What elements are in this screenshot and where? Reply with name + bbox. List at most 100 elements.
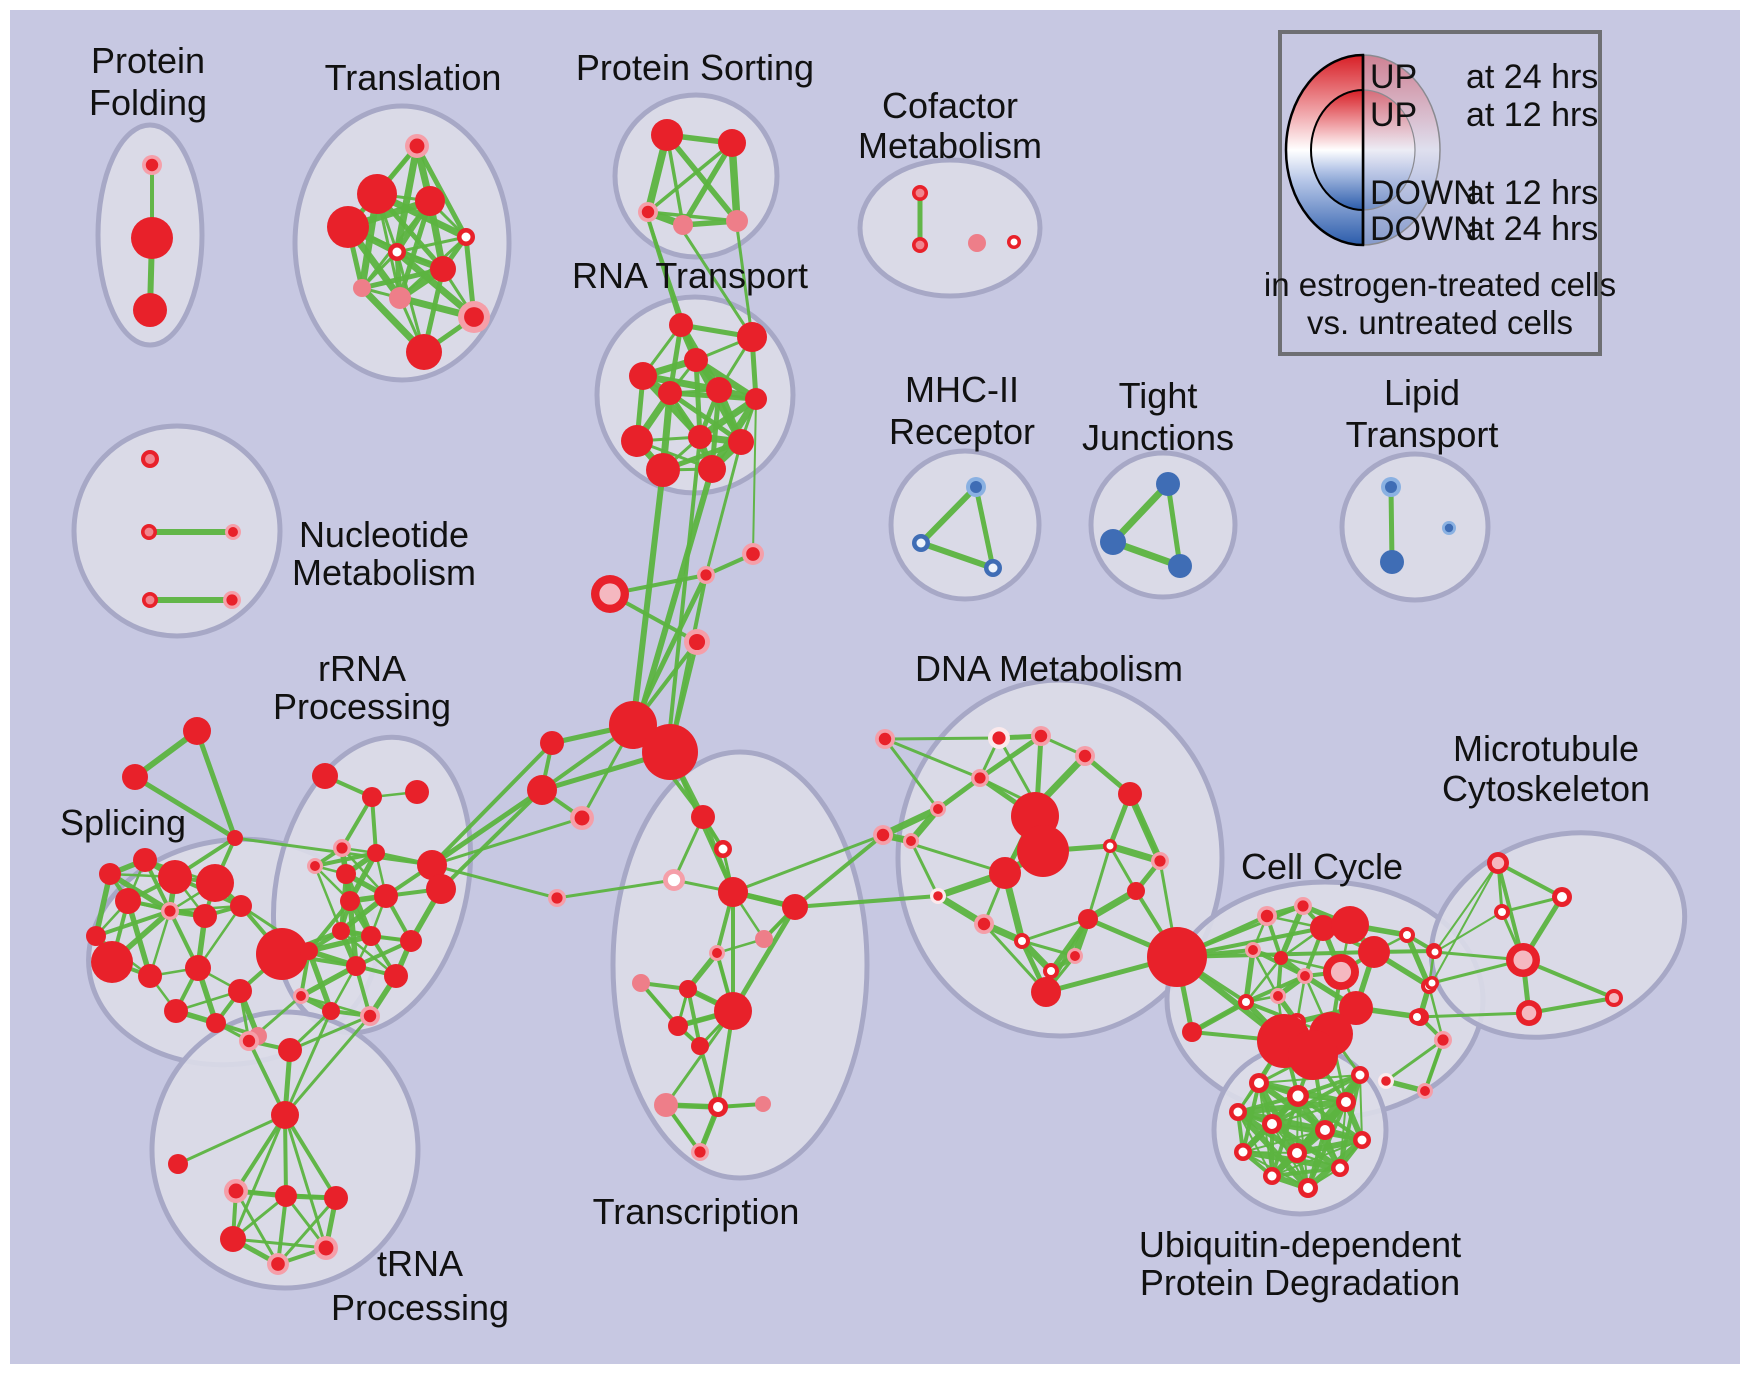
rrna-processing-node (332, 922, 350, 940)
microtubule-cytoskeleton-edge (1415, 1011, 1531, 1019)
rna-transport-node (669, 313, 693, 337)
translation-node-core (392, 247, 402, 257)
bridge-edge (634, 466, 715, 730)
trna-processing-node (168, 1154, 188, 1174)
bridge-edge (735, 225, 754, 339)
dna-metabolism-node-core (878, 732, 892, 746)
cofactor-metabolism-node-core (1010, 238, 1018, 246)
transcription-node (632, 974, 650, 992)
transcription-node (654, 1093, 678, 1117)
dna-metabolism-node-core (876, 828, 890, 842)
lipid-transport-node-core (1444, 523, 1454, 533)
mhc-ii-receptor-edge (918, 484, 979, 546)
rrna-processing-node-core (296, 991, 306, 1001)
mhc-ii-receptor-ellipse (888, 448, 1042, 602)
backbone-edge (132, 774, 238, 841)
cofactor-metabolism-node-core (915, 188, 925, 198)
rrna-processing-node (361, 926, 381, 946)
dna-metabolism-node-core (1018, 937, 1026, 945)
dna-metabolism-node-core (992, 731, 1006, 745)
backbone-edge (194, 728, 238, 841)
rrna-processing-edge (298, 963, 359, 999)
translation-node (430, 256, 456, 282)
splicing-node (256, 928, 308, 980)
transcription-node (718, 877, 748, 907)
microtubule-cytoskeleton-edge (1434, 862, 1499, 953)
transcription-node (782, 894, 808, 920)
transcription-node (714, 992, 752, 1030)
protein-folding-node (131, 217, 173, 259)
protein-sorting-edge (646, 141, 734, 214)
rrna-processing-node (384, 964, 408, 988)
trna-processing-edge (234, 1189, 280, 1266)
cell-cycle-node (1288, 1030, 1338, 1080)
mhc-ii-receptor-node-core (916, 538, 926, 548)
dna-metabolism-edge (909, 839, 940, 898)
rrna-processing-node-core (336, 842, 348, 854)
rrna-processing-edge (313, 851, 378, 868)
rna-transport-node (728, 429, 754, 455)
mhc-ii-receptor-edge (973, 484, 996, 571)
bridge-edge (283, 1014, 372, 1117)
backbone-node (609, 701, 657, 749)
rrna-processing-node-core (363, 1009, 377, 1023)
microtubule-cytoskeleton-node-core (1491, 856, 1505, 870)
translation-node (406, 334, 442, 370)
dna-metabolism-node (1031, 977, 1061, 1007)
mhc-ii-receptor-node-core (970, 481, 982, 493)
dna-metabolism-node (1118, 782, 1142, 806)
dna-metabolism-node-core (1047, 967, 1055, 975)
dna-metabolism-node-core (1154, 855, 1166, 867)
cofactor-metabolism-node (968, 234, 986, 252)
trna-processing-edge (276, 1194, 288, 1266)
legend-direction-1: UP (1370, 96, 1417, 134)
legend-gradient-circle (1362, 89, 1416, 211)
legend-direction-2: DOWN (1370, 174, 1478, 212)
cofactor-metabolism-node-core (915, 240, 925, 250)
transcription-edge (664, 1009, 735, 1107)
cofactor-metabolism-label: Cofactor Metabolism (858, 85, 1042, 166)
backbone-node-core (700, 569, 712, 581)
trna-processing-node (278, 1038, 302, 1062)
ubiquitin-degradation-node-core (1357, 1135, 1367, 1145)
microtubule-cytoskeleton-edge (1496, 861, 1564, 899)
cell-cycle-edge (1423, 1038, 1445, 1093)
dna-metabolism-node-core (977, 917, 991, 931)
dna-metabolism-edge (1126, 790, 1164, 865)
trna-processing-node (324, 1186, 348, 1210)
splicing-node (99, 863, 121, 885)
dna-metabolism-node-core (974, 772, 986, 784)
dna-metabolism-edge (982, 922, 1048, 994)
lipid-transport-node (1380, 550, 1404, 574)
rrna-processing-node (336, 864, 356, 884)
cell-cycle-node-core (1403, 931, 1411, 939)
translation-edge (359, 266, 446, 291)
rna-transport-node (706, 377, 732, 403)
dna-metabolism-edge (879, 805, 942, 839)
ubiquitin-degradation-node-core (1238, 1147, 1248, 1157)
cofactor-metabolism-ellipse (857, 157, 1043, 299)
translation-node (327, 206, 369, 248)
cell-cycle-edge (1404, 932, 1432, 989)
rrna-processing-node (426, 874, 456, 904)
rrna-processing-edge (306, 948, 334, 1014)
microtubule-cytoskeleton-node-core (1498, 908, 1506, 916)
splicing-node (164, 999, 188, 1023)
ubiquitin-degradation-edge (1270, 1073, 1362, 1126)
dna-metabolism-node-core (1070, 951, 1080, 961)
cell-cycle-node-core (1437, 1034, 1449, 1046)
cell-cycle-node (1358, 936, 1390, 968)
dna-metabolism-label: DNA Metabolism (915, 648, 1183, 689)
ubiquitin-degradation-edge (1294, 1137, 1365, 1156)
rrna-processing-node (346, 956, 366, 976)
ubiquitin-degradation-node-core (1292, 1090, 1304, 1102)
dna-metabolism-node-core (933, 891, 943, 901)
splicing-node (230, 895, 252, 917)
dna-metabolism-edge (883, 737, 940, 811)
ubiquitin-degradation-edge (1271, 1139, 1363, 1177)
rna-transport-node (737, 322, 767, 352)
splicing-node (138, 964, 162, 988)
